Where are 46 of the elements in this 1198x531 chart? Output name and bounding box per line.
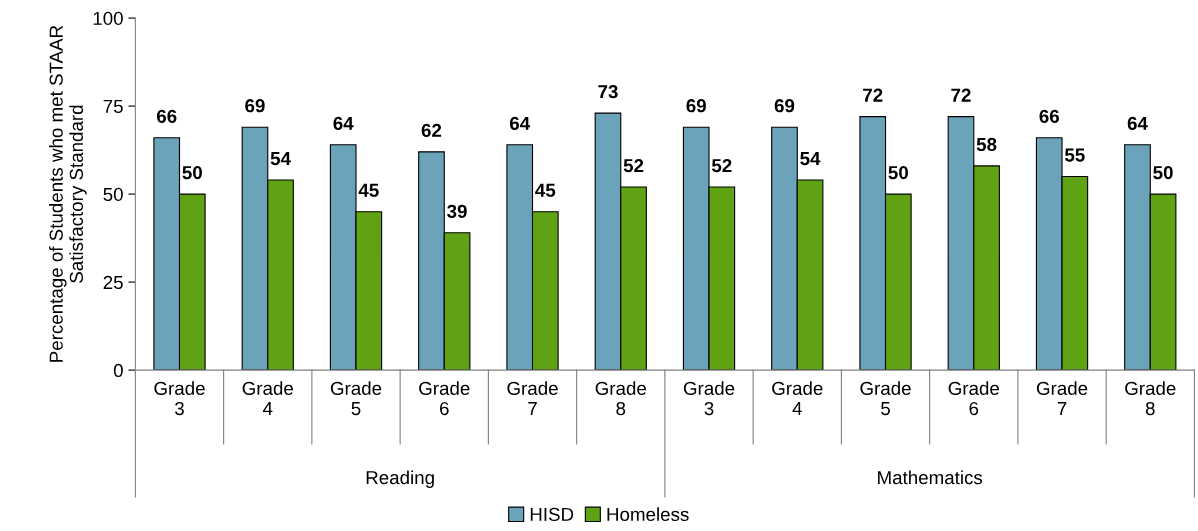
x-tick-label: Grade 4: [772, 381, 823, 415]
x-tick-label: Grade 7: [507, 381, 558, 415]
data-label: 58: [976, 137, 997, 152]
data-label: 69: [245, 99, 265, 113]
data-label: 45: [535, 183, 556, 197]
data-label: 52: [711, 158, 732, 173]
data-label: 72: [863, 88, 883, 102]
y-axis-title: Percentage of Students who met STAAR Satisfactory Standard: [49, 25, 87, 362]
data-label: 69: [686, 99, 706, 113]
data-label: 73: [598, 85, 618, 99]
x-tick-label: Grade 6: [419, 381, 470, 416]
data-label: 64: [333, 116, 354, 130]
data-label: 66: [156, 109, 177, 123]
data-label: 64: [1127, 116, 1148, 130]
data-label: 52: [623, 158, 644, 173]
text: Mathematics: [878, 470, 983, 485]
data-label: 69: [774, 99, 795, 113]
data-label: 72: [951, 88, 971, 102]
data-label: 50: [182, 165, 202, 180]
x-tick-label: Grade 3: [154, 381, 205, 416]
legend-label: HISD: [530, 507, 574, 522]
data-label: 50: [1153, 165, 1173, 180]
y-tick-label: 100: [93, 11, 123, 26]
y-tick-label: 25: [103, 275, 123, 290]
y-tick-label: 0: [113, 363, 123, 378]
data-label: 64: [509, 116, 531, 130]
data-label: 50: [888, 165, 908, 180]
x-tick-label: Grade 5: [860, 381, 911, 416]
data-label: 45: [358, 183, 379, 197]
y-tick-label: 75: [103, 99, 123, 114]
data-label: 62: [421, 123, 442, 138]
data-label: 55: [1064, 148, 1085, 162]
x-tick-label: Grade 7: [1036, 381, 1088, 415]
data-label: 54: [800, 152, 821, 166]
x-tick-label: Grade 8: [595, 381, 646, 416]
x-tick-label: Grade 4: [242, 381, 293, 415]
y-tick-label: 50: [103, 187, 123, 202]
data-label: 39: [447, 204, 467, 219]
x-tick-label: Grade 8: [1125, 381, 1176, 416]
data-label: 54: [270, 152, 291, 166]
legend-label: Homeless: [607, 507, 689, 522]
x-tick-label: Grade 6: [948, 381, 999, 416]
x-tick-label: Grade 5: [330, 381, 382, 416]
x-tick-label: Grade 3: [683, 381, 735, 416]
data-label: 66: [1039, 109, 1059, 123]
text: Reading: [366, 470, 434, 488]
